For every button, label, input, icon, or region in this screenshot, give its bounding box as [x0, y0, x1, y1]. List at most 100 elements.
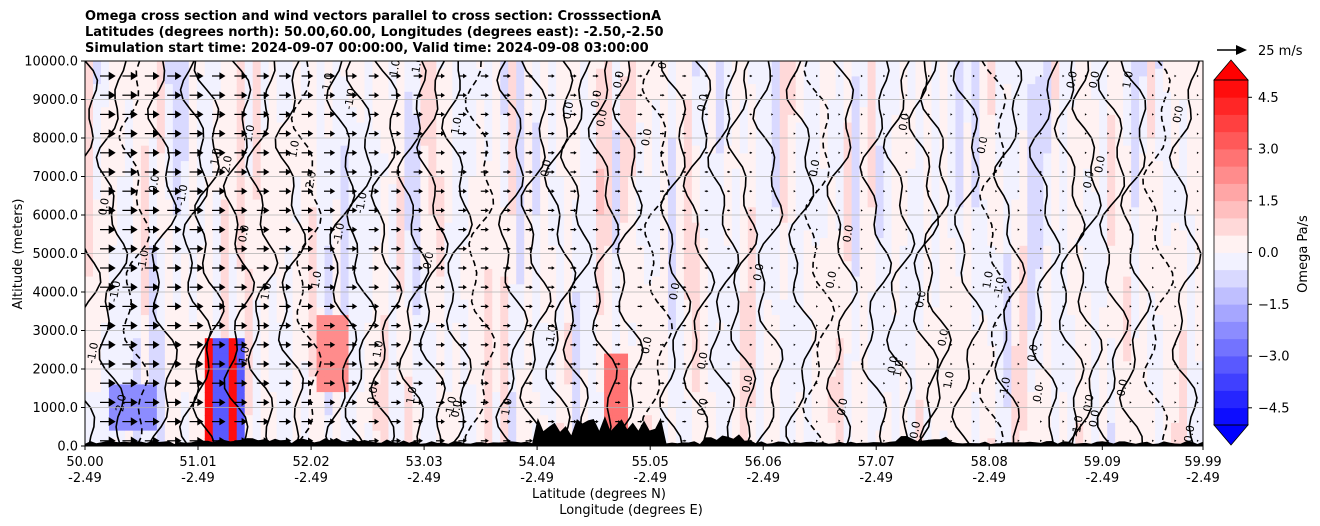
field-cell	[364, 361, 374, 370]
field-cell	[156, 261, 166, 270]
field-cell	[795, 153, 805, 162]
field-cell	[524, 422, 533, 432]
field-cell	[292, 199, 302, 208]
field-cell	[180, 369, 190, 378]
field-cell	[875, 268, 885, 278]
field-cell	[100, 184, 110, 193]
field-cell	[675, 161, 685, 170]
field-cell	[612, 199, 621, 208]
field-cell	[636, 407, 645, 416]
field-cell	[564, 399, 573, 409]
field-cell	[787, 430, 797, 439]
field-cell	[867, 114, 877, 124]
field-cell	[404, 84, 414, 93]
field-cell	[452, 176, 461, 185]
title-line-1: Omega cross section and wind vectors par…	[85, 9, 662, 24]
field-cell	[324, 184, 334, 193]
field-cell	[324, 292, 334, 301]
field-cell	[140, 84, 150, 93]
field-cell	[739, 284, 749, 293]
field-cell	[572, 68, 581, 77]
field-cell	[596, 68, 605, 77]
field-cell	[779, 299, 789, 308]
field-cell	[228, 122, 238, 131]
field-cell	[875, 353, 885, 362]
field-cell	[755, 284, 765, 293]
field-cell	[252, 384, 262, 393]
field-cell	[108, 292, 118, 301]
field-cell	[859, 330, 869, 339]
field-cell	[116, 107, 126, 116]
field-cell	[236, 338, 246, 347]
field-cell	[428, 276, 437, 285]
field-cell	[580, 138, 589, 147]
field-cell	[755, 130, 765, 139]
field-cell	[124, 322, 134, 332]
field-cell	[300, 353, 310, 362]
field-cell	[108, 392, 118, 401]
field-cell	[148, 161, 158, 170]
field-cell	[396, 407, 406, 416]
field-cell	[116, 245, 126, 255]
field-cell	[85, 84, 94, 93]
field-cell	[803, 107, 813, 116]
field-cell	[484, 99, 493, 108]
field-cell	[108, 430, 118, 439]
field-cell	[404, 168, 414, 178]
field-cell	[556, 307, 565, 316]
field-cell	[867, 99, 877, 108]
field-cell	[620, 399, 629, 409]
field-cell	[404, 345, 414, 355]
field-cell	[604, 261, 613, 270]
field-cell	[276, 292, 286, 301]
field-cell	[612, 268, 621, 278]
field-cell	[92, 68, 102, 77]
field-cell	[364, 199, 374, 208]
field-cell	[779, 230, 789, 239]
field-cell	[659, 122, 669, 131]
field-cell	[651, 76, 661, 85]
field-cell	[364, 299, 374, 308]
field-cell	[244, 376, 254, 385]
field-cell	[580, 191, 589, 201]
field-cell	[532, 415, 541, 424]
field-cell	[572, 114, 581, 124]
field-cell	[492, 230, 501, 239]
field-cell	[452, 315, 461, 324]
field-cell	[644, 253, 653, 262]
field-cell	[172, 430, 182, 439]
field-cell	[819, 315, 829, 324]
field-cell	[276, 315, 286, 324]
field-cell	[156, 253, 166, 262]
field-cell	[811, 284, 821, 293]
field-cell	[132, 245, 142, 255]
field-cell	[428, 299, 437, 308]
field-cell	[460, 238, 469, 247]
field-cell	[260, 76, 270, 85]
field-cell	[827, 207, 837, 216]
field-cell	[132, 184, 142, 193]
field-cell	[532, 168, 541, 178]
field-cell	[795, 330, 805, 339]
field-cell	[268, 99, 278, 108]
field-cell	[755, 99, 765, 108]
field-cell	[803, 184, 813, 193]
field-cell	[300, 122, 310, 131]
field-cell	[644, 138, 653, 147]
field-cell	[628, 299, 637, 308]
field-cell	[675, 68, 685, 77]
field-cell	[659, 276, 669, 285]
field-cell	[548, 315, 557, 324]
field-cell	[851, 238, 861, 247]
field-cell	[156, 361, 166, 370]
field-cell	[196, 153, 206, 162]
field-cell	[244, 330, 254, 339]
field-cell	[492, 399, 501, 409]
field-cell	[356, 230, 366, 239]
field-cell	[468, 361, 477, 370]
field-cell	[484, 168, 493, 178]
field-cell	[691, 376, 701, 385]
field-cell	[364, 415, 374, 424]
field-cell	[492, 68, 501, 77]
field-cell	[875, 114, 885, 124]
